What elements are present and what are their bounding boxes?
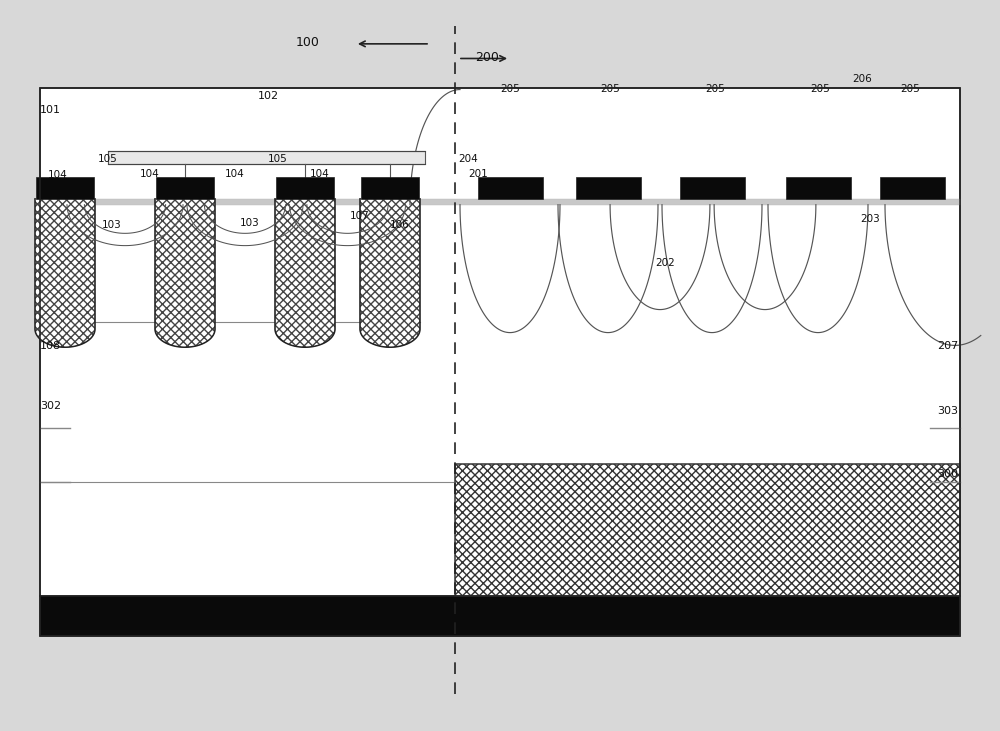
Bar	[156, 177, 214, 199]
Text: 104: 104	[48, 170, 68, 181]
Text: 105: 105	[268, 154, 288, 164]
Text: 100: 100	[296, 36, 320, 49]
Text: 108: 108	[40, 341, 61, 352]
Text: 107: 107	[350, 211, 370, 221]
Text: 206: 206	[852, 74, 872, 84]
Bar	[36, 177, 94, 199]
Text: 102: 102	[257, 91, 279, 102]
Text: 203: 203	[860, 214, 880, 224]
Bar	[680, 177, 744, 199]
Text: 103: 103	[102, 220, 122, 230]
Polygon shape	[360, 199, 420, 347]
Bar	[108, 151, 425, 164]
Bar	[40, 88, 960, 636]
Text: 303: 303	[937, 406, 958, 416]
Text: 205: 205	[810, 84, 830, 94]
Text: 207: 207	[937, 341, 958, 352]
Polygon shape	[155, 199, 215, 347]
Text: 104: 104	[225, 169, 245, 179]
Text: 204: 204	[458, 154, 478, 164]
Text: 205: 205	[500, 84, 520, 94]
Text: 106: 106	[390, 220, 410, 230]
Bar	[478, 177, 542, 199]
Bar	[276, 177, 334, 199]
Text: 205: 205	[900, 84, 920, 94]
Bar	[40, 596, 960, 636]
Text: 302: 302	[40, 401, 61, 411]
Text: 101: 101	[40, 105, 61, 115]
Polygon shape	[275, 199, 335, 347]
Text: 202: 202	[655, 258, 675, 268]
Bar	[455, 464, 960, 596]
Text: 205: 205	[600, 84, 620, 94]
Text: 105: 105	[98, 154, 118, 164]
Polygon shape	[35, 199, 95, 347]
Text: 201: 201	[468, 169, 488, 179]
Bar	[40, 596, 960, 636]
Text: 300: 300	[937, 469, 958, 479]
Bar	[40, 199, 960, 205]
Text: 200: 200	[475, 50, 499, 64]
Text: 104: 104	[140, 169, 160, 179]
Bar	[361, 177, 419, 199]
Bar	[786, 177, 850, 199]
Bar	[576, 177, 640, 199]
Bar	[40, 88, 960, 596]
Text: 103: 103	[240, 218, 260, 228]
Bar	[880, 177, 945, 199]
Text: 205: 205	[705, 84, 725, 94]
Text: 104: 104	[310, 169, 330, 179]
